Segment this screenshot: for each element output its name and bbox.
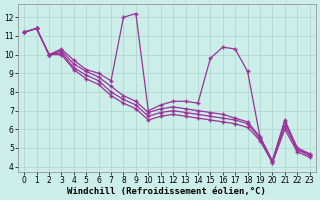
X-axis label: Windchill (Refroidissement éolien,°C): Windchill (Refroidissement éolien,°C)	[68, 187, 266, 196]
